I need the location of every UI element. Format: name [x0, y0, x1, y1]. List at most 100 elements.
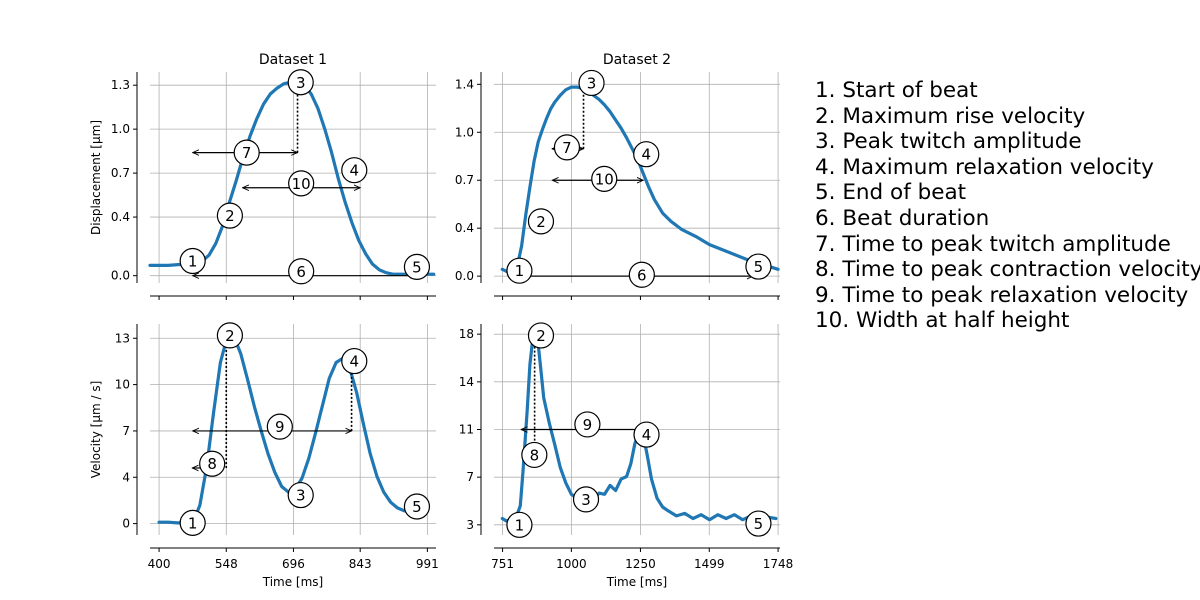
marker-6: 6 — [288, 258, 315, 285]
y-tick-label: 0.7 — [455, 173, 474, 187]
marker-3: 3 — [572, 486, 600, 513]
x-tick-label: 1499 — [694, 557, 725, 571]
marker-circle — [572, 486, 600, 513]
y-tick-label: 0.4 — [455, 221, 474, 235]
marker-circle — [574, 411, 601, 438]
marker-2: 2 — [527, 322, 555, 349]
marker-label: 3 — [587, 74, 597, 92]
marker-circle — [633, 141, 660, 168]
marker-label: 3 — [581, 491, 591, 509]
marker-label: 4 — [350, 353, 360, 371]
marker-1: 1 — [506, 511, 533, 538]
x-tick-label: 991 — [416, 557, 439, 571]
marker-10: 10 — [288, 170, 315, 197]
marker-7: 7 — [553, 134, 581, 161]
marker-5: 5 — [403, 253, 431, 280]
marker-circle — [591, 165, 618, 192]
x-tick-label: 751 — [491, 557, 514, 571]
marker-circle — [527, 322, 555, 349]
y-tick-label: 10 — [115, 378, 130, 392]
legend-item: 10. Width at half height — [815, 308, 1070, 334]
y-tick-label: 0 — [122, 517, 130, 531]
y-tick-label: 0.7 — [111, 166, 130, 180]
marker-label: 9 — [275, 418, 285, 436]
x-axis-label: Time [ms] — [606, 575, 668, 589]
marker-label: 5 — [754, 515, 764, 533]
marker-circle — [341, 347, 368, 375]
marker-circle — [745, 510, 772, 537]
marker-8: 8 — [521, 441, 548, 469]
marker-1: 1 — [179, 509, 206, 536]
marker-label: 2 — [225, 327, 235, 345]
marker-label: 4 — [642, 426, 652, 444]
marker-circle — [341, 157, 368, 184]
marker-label: 3 — [296, 487, 306, 505]
marker-1: 1 — [179, 247, 206, 275]
panel-title: Dataset 1 — [259, 52, 327, 68]
marker-4: 4 — [341, 347, 368, 375]
x-axis-label: Time [ms] — [262, 575, 324, 589]
y-tick-label: 3 — [466, 518, 474, 532]
marker-label: 9 — [583, 416, 593, 434]
marker-3: 3 — [578, 69, 605, 97]
marker-circle — [179, 509, 206, 536]
marker-label: 2 — [536, 213, 546, 231]
y-tick-label: 11 — [459, 423, 474, 437]
marker-label: 2 — [536, 327, 546, 345]
legend-item: 7. Time to peak twitch amplitude — [815, 231, 1171, 257]
x-tick-label: 548 — [215, 557, 238, 571]
y-tick-label: 1.3 — [111, 78, 130, 92]
marker-5: 5 — [745, 253, 772, 280]
marker-circle — [506, 257, 533, 284]
panel-4: 3 7 11 14 18 751 1000 1250 1499 1748 Time [ms] 1 2 3 4… — [459, 322, 794, 589]
figure-canvas: 0.0 0.4 0.7 1.0 1.3 Dataset 1 Displacement [µm… — [89, 52, 794, 589]
marker-circle — [578, 69, 605, 97]
marker-circle — [527, 208, 555, 235]
y-tick-label: 7 — [122, 424, 130, 438]
marker-label: 6 — [637, 266, 647, 284]
y-tick-label: 1.0 — [455, 125, 474, 139]
marker-10: 10 — [591, 165, 618, 192]
marker-7: 7 — [233, 139, 260, 166]
y-tick-label: 4 — [122, 470, 130, 484]
y-tick-label: 0.4 — [111, 210, 130, 224]
x-tick-label: 1250 — [625, 557, 656, 571]
marker-circle — [288, 170, 315, 197]
y-tick-label: 1.0 — [111, 122, 130, 136]
y-tick-label: 1.4 — [455, 77, 474, 91]
legend-item: 8. Time to peak contraction velocity — [815, 257, 1200, 283]
marker-label: 1 — [515, 516, 525, 534]
marker-circle — [287, 481, 314, 509]
marker-circle — [628, 261, 655, 288]
marker-label: 6 — [296, 263, 306, 281]
marker-label: 3 — [296, 74, 306, 92]
marker-circle — [633, 421, 660, 448]
marker-label: 1 — [515, 262, 525, 280]
y-tick-label: 18 — [459, 327, 474, 341]
marker-label: 10 — [292, 175, 311, 193]
marker-9: 9 — [574, 411, 601, 438]
marker-5: 5 — [403, 493, 431, 520]
marker-3: 3 — [287, 69, 314, 96]
marker-label: 2 — [225, 207, 235, 225]
x-tick-label: 1748 — [763, 557, 794, 571]
marker-circle — [179, 247, 206, 275]
marker-2: 2 — [527, 208, 555, 235]
marker-circle — [233, 139, 260, 166]
marker-6: 6 — [628, 261, 655, 288]
legend-item: 6. Beat duration — [815, 205, 990, 231]
x-tick-label: 400 — [148, 557, 171, 571]
y-tick-label: 0.0 — [111, 269, 130, 283]
marker-2: 2 — [216, 322, 243, 349]
marker-circle — [216, 322, 243, 349]
marker-circle — [745, 253, 772, 280]
y-tick-label: 0.0 — [455, 269, 474, 283]
marker-circle — [288, 258, 315, 285]
legend-list: 1. Start of beat 2. Maximum rise velocit… — [815, 78, 1200, 334]
marker-4: 4 — [633, 141, 660, 168]
x-tick-label: 1000 — [556, 557, 587, 571]
marker-5: 5 — [745, 510, 772, 537]
marker-label: 7 — [242, 144, 252, 162]
y-axis-label: Displacement [µm] — [89, 120, 103, 235]
